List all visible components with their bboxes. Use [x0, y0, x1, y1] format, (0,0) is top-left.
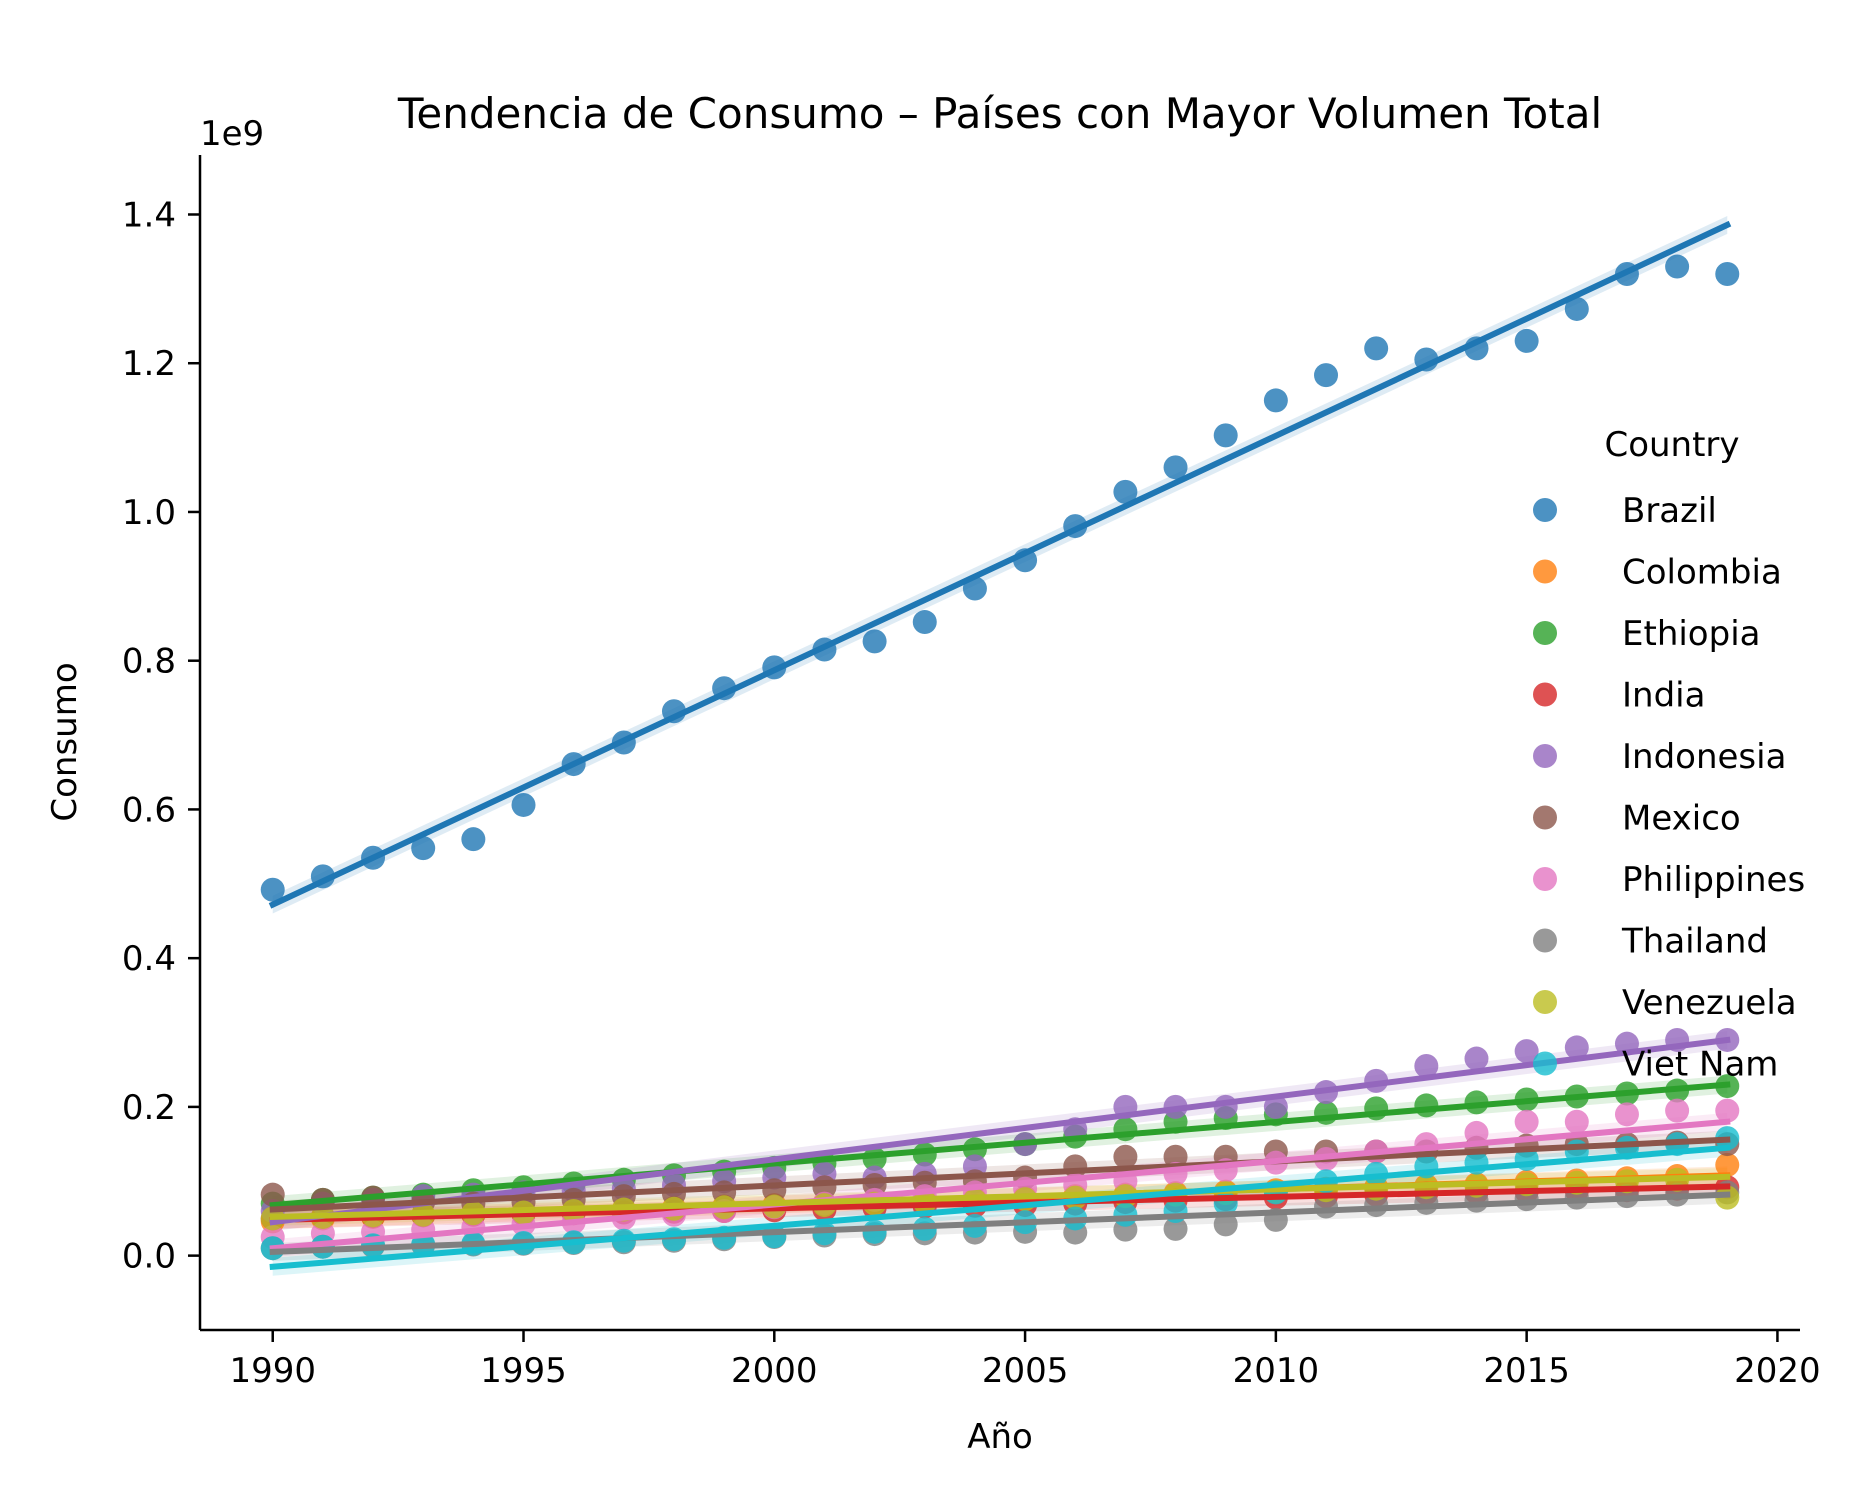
y-tick-label: 1.4: [122, 195, 176, 235]
trend-line-indonesia: [269, 1036, 1731, 1226]
point-thailand: [1163, 1216, 1188, 1241]
point-indonesia: [1213, 1094, 1238, 1119]
point-brazil: [511, 792, 536, 817]
point-philippines: [1464, 1120, 1489, 1145]
axis-ticks: 1990 1995 2000 2005 2010 2015 2020 0.0 0.2 0.4 0.6…: [122, 195, 1821, 1391]
point-philippines: [1665, 1098, 1690, 1123]
legend-marker-philippines: [1533, 867, 1557, 891]
legend-marker-india: [1533, 682, 1557, 707]
legend-items: Brazil Colombia Ethiopia India Indonesia Mexi…: [1533, 491, 1805, 1085]
point-brazil: [912, 610, 937, 635]
y-tick-label: 0.4: [122, 939, 176, 979]
legend-label-ethiopia: Ethiopia: [1622, 614, 1760, 654]
x-tick-label: 1990: [229, 1351, 316, 1391]
legend-marker-ethiopia: [1533, 621, 1557, 645]
regression-lines: [268, 220, 1732, 1271]
point-philippines: [1564, 1109, 1589, 1134]
point-brazil: [411, 836, 436, 861]
legend-label-mexico: Mexico: [1622, 799, 1741, 839]
point-brazil: [1514, 328, 1539, 353]
point-brazil: [1364, 336, 1389, 361]
point-philippines: [1514, 1109, 1539, 1134]
legend-label-thailand: Thailand: [1621, 922, 1768, 962]
point-brazil: [1665, 254, 1690, 279]
legend-label-colombia: Colombia: [1622, 553, 1782, 593]
trend-line-viet-nam: [269, 1144, 1731, 1271]
x-tick-label: 2015: [1483, 1351, 1570, 1391]
point-brazil: [1564, 296, 1589, 321]
x-axis-label: Año: [967, 1417, 1033, 1457]
point-indonesia: [1514, 1039, 1539, 1064]
y-tick-label: 0.0: [122, 1237, 176, 1277]
legend-marker-mexico: [1533, 805, 1557, 830]
point-mexico: [260, 1182, 285, 1207]
point-brazil: [1113, 479, 1138, 504]
legend-marker-indonesia: [1533, 744, 1557, 768]
legend-label-philippines: Philippines: [1622, 860, 1805, 900]
point-brazil: [1314, 363, 1339, 388]
point-indonesia: [1414, 1053, 1439, 1078]
point-mexico: [1163, 1144, 1188, 1169]
trend-line-mexico: [269, 1136, 1731, 1213]
point-indonesia: [1564, 1035, 1589, 1060]
legend-marker-thailand: [1533, 928, 1557, 953]
point-brazil: [260, 877, 285, 902]
y-tick-label: 1.0: [122, 493, 176, 533]
point-brazil: [1163, 455, 1188, 480]
point-brazil: [1715, 261, 1740, 286]
point-brazil: [1263, 388, 1288, 413]
trend-line-india: [269, 1183, 1731, 1224]
y-axis-multiplier: 1e9: [200, 114, 264, 154]
trend-line-venezuela: [269, 1173, 1731, 1221]
legend-label-viet-nam: Viet Nam: [1622, 1045, 1778, 1085]
y-tick-label: 0.6: [122, 790, 176, 830]
legend-title: Country: [1604, 425, 1739, 465]
point-brazil: [862, 629, 887, 654]
point-indonesia: [1464, 1046, 1489, 1071]
x-tick-label: 1995: [480, 1351, 567, 1391]
legend: Country Brazil Colombia Ethiopia India Indon…: [1533, 425, 1805, 1085]
trend-line-philippines: [269, 1118, 1731, 1252]
trend-line-brazil: [268, 220, 1732, 909]
y-axis-label: Consumo: [45, 662, 85, 821]
legend-label-indonesia: Indonesia: [1622, 737, 1786, 777]
point-philippines: [1614, 1102, 1639, 1127]
point-thailand: [1213, 1212, 1238, 1237]
point-brazil: [461, 827, 486, 852]
point-indonesia: [1263, 1094, 1288, 1119]
legend-marker-viet-nam: [1533, 1051, 1557, 1076]
point-viet-nam: [862, 1219, 887, 1244]
x-tick-label: 2005: [982, 1351, 1069, 1391]
x-tick-label: 2020: [1734, 1351, 1821, 1391]
point-philippines: [1715, 1098, 1740, 1123]
legend-marker-colombia: [1533, 559, 1557, 584]
trend-line-thailand: [269, 1191, 1731, 1256]
legend-label-brazil: Brazil: [1622, 491, 1717, 531]
point-brazil: [1213, 423, 1238, 448]
chart-title: Tendencia de Consumo – Países con Mayor …: [397, 89, 1602, 138]
point-mexico: [1113, 1144, 1138, 1169]
point-ethiopia: [1414, 1093, 1439, 1118]
legend-label-india: India: [1622, 676, 1705, 716]
y-tick-label: 0.8: [122, 642, 176, 682]
legend-label-venezuela: Venezuela: [1622, 983, 1797, 1023]
legend-marker-venezuela: [1533, 990, 1557, 1014]
legend-marker-brazil: [1533, 498, 1557, 522]
x-tick-label: 2010: [1233, 1351, 1320, 1391]
y-tick-label: 1.2: [122, 344, 176, 384]
x-tick-label: 2000: [731, 1351, 818, 1391]
point-colombia: [1715, 1152, 1740, 1177]
y-tick-label: 0.2: [122, 1088, 176, 1128]
trend-line-ethiopia: [269, 1081, 1731, 1209]
point-viet-nam: [1113, 1202, 1138, 1227]
